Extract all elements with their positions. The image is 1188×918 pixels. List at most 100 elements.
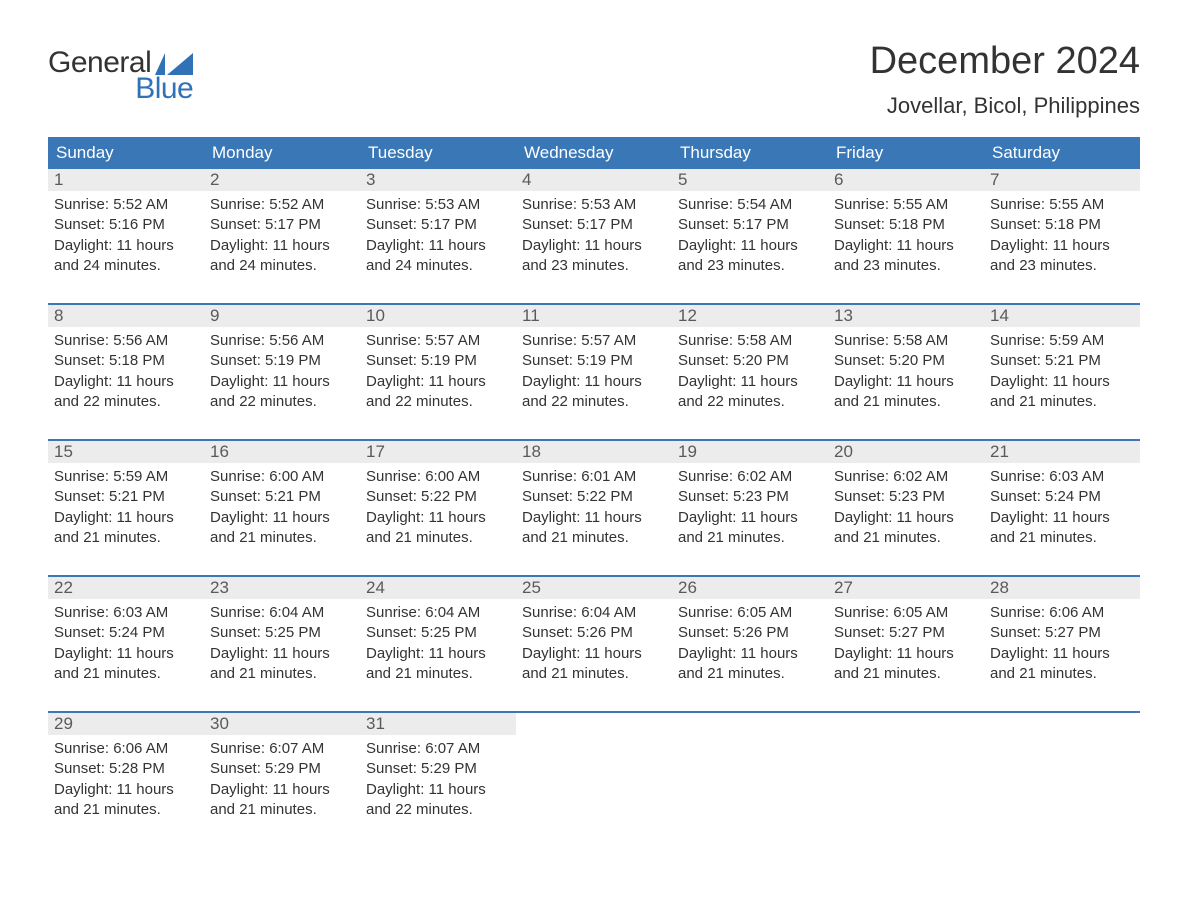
daylight-line: Daylight: 11 hours and 23 minutes. xyxy=(522,236,666,277)
sunrise-line: Sunrise: 6:00 AM xyxy=(210,467,354,487)
daylight-line: Daylight: 11 hours and 23 minutes. xyxy=(990,236,1134,277)
sunset-line: Sunset: 5:21 PM xyxy=(990,351,1134,371)
day-body: Sunrise: 6:07 AMSunset: 5:29 PMDaylight:… xyxy=(360,735,516,828)
sunrise-line: Sunrise: 5:57 AM xyxy=(522,331,666,351)
calendar-day-cell: 13Sunrise: 5:58 AMSunset: 5:20 PMDayligh… xyxy=(828,305,984,425)
day-body: Sunrise: 5:59 AMSunset: 5:21 PMDaylight:… xyxy=(984,327,1140,420)
weekday-header-cell: Monday xyxy=(204,137,360,169)
sunset-line: Sunset: 5:27 PM xyxy=(834,623,978,643)
day-body: Sunrise: 6:01 AMSunset: 5:22 PMDaylight:… xyxy=(516,463,672,556)
calendar-day-cell xyxy=(984,713,1140,833)
calendar-day-cell: 30Sunrise: 6:07 AMSunset: 5:29 PMDayligh… xyxy=(204,713,360,833)
calendar-day-cell: 23Sunrise: 6:04 AMSunset: 5:25 PMDayligh… xyxy=(204,577,360,697)
day-number: 28 xyxy=(984,577,1140,599)
day-number: 14 xyxy=(984,305,1140,327)
sunrise-line: Sunrise: 5:55 AM xyxy=(990,195,1134,215)
daylight-line: Daylight: 11 hours and 22 minutes. xyxy=(678,372,822,413)
daylight-line: Daylight: 11 hours and 21 minutes. xyxy=(522,508,666,549)
daylight-line: Daylight: 11 hours and 21 minutes. xyxy=(366,508,510,549)
sunrise-line: Sunrise: 5:59 AM xyxy=(54,467,198,487)
sunset-line: Sunset: 5:17 PM xyxy=(210,215,354,235)
day-number: 19 xyxy=(672,441,828,463)
calendar-day-cell: 22Sunrise: 6:03 AMSunset: 5:24 PMDayligh… xyxy=(48,577,204,697)
calendar-day-cell: 19Sunrise: 6:02 AMSunset: 5:23 PMDayligh… xyxy=(672,441,828,561)
day-number: 22 xyxy=(48,577,204,599)
page-header: General Blue December 2024 Jovellar, Bic… xyxy=(48,40,1140,119)
calendar-week-row: 29Sunrise: 6:06 AMSunset: 5:28 PMDayligh… xyxy=(48,711,1140,833)
calendar-week-row: 8Sunrise: 5:56 AMSunset: 5:18 PMDaylight… xyxy=(48,303,1140,425)
day-body: Sunrise: 5:52 AMSunset: 5:16 PMDaylight:… xyxy=(48,191,204,284)
sunset-line: Sunset: 5:28 PM xyxy=(54,759,198,779)
sunset-line: Sunset: 5:22 PM xyxy=(366,487,510,507)
sunset-line: Sunset: 5:24 PM xyxy=(54,623,198,643)
daylight-line: Daylight: 11 hours and 21 minutes. xyxy=(210,780,354,821)
calendar-day-cell: 20Sunrise: 6:02 AMSunset: 5:23 PMDayligh… xyxy=(828,441,984,561)
weekday-header-cell: Thursday xyxy=(672,137,828,169)
day-body: Sunrise: 5:52 AMSunset: 5:17 PMDaylight:… xyxy=(204,191,360,284)
day-body: Sunrise: 6:07 AMSunset: 5:29 PMDaylight:… xyxy=(204,735,360,828)
day-number: 4 xyxy=(516,169,672,191)
day-number: 7 xyxy=(984,169,1140,191)
calendar-day-cell: 24Sunrise: 6:04 AMSunset: 5:25 PMDayligh… xyxy=(360,577,516,697)
calendar-day-cell: 4Sunrise: 5:53 AMSunset: 5:17 PMDaylight… xyxy=(516,169,672,289)
day-body: Sunrise: 6:04 AMSunset: 5:25 PMDaylight:… xyxy=(204,599,360,692)
sunrise-line: Sunrise: 5:57 AM xyxy=(366,331,510,351)
day-number: 9 xyxy=(204,305,360,327)
title-block: December 2024 Jovellar, Bicol, Philippin… xyxy=(870,40,1140,119)
sunrise-line: Sunrise: 5:52 AM xyxy=(54,195,198,215)
sunset-line: Sunset: 5:19 PM xyxy=(366,351,510,371)
sunset-line: Sunset: 5:22 PM xyxy=(522,487,666,507)
daylight-line: Daylight: 11 hours and 22 minutes. xyxy=(366,372,510,413)
weekday-header-row: SundayMondayTuesdayWednesdayThursdayFrid… xyxy=(48,137,1140,169)
sunset-line: Sunset: 5:19 PM xyxy=(522,351,666,371)
day-body: Sunrise: 6:03 AMSunset: 5:24 PMDaylight:… xyxy=(48,599,204,692)
sunrise-line: Sunrise: 5:56 AM xyxy=(54,331,198,351)
calendar-day-cell: 31Sunrise: 6:07 AMSunset: 5:29 PMDayligh… xyxy=(360,713,516,833)
daylight-line: Daylight: 11 hours and 21 minutes. xyxy=(54,644,198,685)
day-number: 6 xyxy=(828,169,984,191)
daylight-line: Daylight: 11 hours and 24 minutes. xyxy=(54,236,198,277)
month-title: December 2024 xyxy=(870,40,1140,83)
calendar-week-row: 1Sunrise: 5:52 AMSunset: 5:16 PMDaylight… xyxy=(48,169,1140,289)
sunrise-line: Sunrise: 6:07 AM xyxy=(366,739,510,759)
sunset-line: Sunset: 5:21 PM xyxy=(54,487,198,507)
calendar-day-cell: 10Sunrise: 5:57 AMSunset: 5:19 PMDayligh… xyxy=(360,305,516,425)
sunrise-line: Sunrise: 6:00 AM xyxy=(366,467,510,487)
calendar-day-cell xyxy=(672,713,828,833)
sunrise-line: Sunrise: 5:58 AM xyxy=(834,331,978,351)
day-body: Sunrise: 6:05 AMSunset: 5:27 PMDaylight:… xyxy=(828,599,984,692)
daylight-line: Daylight: 11 hours and 21 minutes. xyxy=(366,644,510,685)
day-number: 1 xyxy=(48,169,204,191)
daylight-line: Daylight: 11 hours and 22 minutes. xyxy=(522,372,666,413)
sunrise-line: Sunrise: 5:53 AM xyxy=(522,195,666,215)
sunset-line: Sunset: 5:21 PM xyxy=(210,487,354,507)
sunrise-line: Sunrise: 5:54 AM xyxy=(678,195,822,215)
calendar-day-cell: 25Sunrise: 6:04 AMSunset: 5:26 PMDayligh… xyxy=(516,577,672,697)
sunset-line: Sunset: 5:27 PM xyxy=(990,623,1134,643)
daylight-line: Daylight: 11 hours and 21 minutes. xyxy=(54,780,198,821)
sunset-line: Sunset: 5:26 PM xyxy=(522,623,666,643)
calendar-week-row: 22Sunrise: 6:03 AMSunset: 5:24 PMDayligh… xyxy=(48,575,1140,697)
day-number: 3 xyxy=(360,169,516,191)
calendar-day-cell: 26Sunrise: 6:05 AMSunset: 5:26 PMDayligh… xyxy=(672,577,828,697)
sunset-line: Sunset: 5:25 PM xyxy=(210,623,354,643)
daylight-line: Daylight: 11 hours and 24 minutes. xyxy=(210,236,354,277)
sunrise-line: Sunrise: 6:03 AM xyxy=(990,467,1134,487)
weekday-header-cell: Friday xyxy=(828,137,984,169)
sunrise-line: Sunrise: 6:07 AM xyxy=(210,739,354,759)
daylight-line: Daylight: 11 hours and 24 minutes. xyxy=(366,236,510,277)
calendar-day-cell: 18Sunrise: 6:01 AMSunset: 5:22 PMDayligh… xyxy=(516,441,672,561)
sunset-line: Sunset: 5:20 PM xyxy=(678,351,822,371)
day-number: 12 xyxy=(672,305,828,327)
weekday-header-cell: Saturday xyxy=(984,137,1140,169)
day-body: Sunrise: 5:55 AMSunset: 5:18 PMDaylight:… xyxy=(984,191,1140,284)
sunset-line: Sunset: 5:17 PM xyxy=(678,215,822,235)
day-number: 20 xyxy=(828,441,984,463)
sunrise-line: Sunrise: 5:59 AM xyxy=(990,331,1134,351)
daylight-line: Daylight: 11 hours and 21 minutes. xyxy=(522,644,666,685)
calendar-day-cell: 17Sunrise: 6:00 AMSunset: 5:22 PMDayligh… xyxy=(360,441,516,561)
calendar-day-cell: 1Sunrise: 5:52 AMSunset: 5:16 PMDaylight… xyxy=(48,169,204,289)
calendar-day-cell: 3Sunrise: 5:53 AMSunset: 5:17 PMDaylight… xyxy=(360,169,516,289)
day-body: Sunrise: 6:04 AMSunset: 5:25 PMDaylight:… xyxy=(360,599,516,692)
calendar-day-cell: 7Sunrise: 5:55 AMSunset: 5:18 PMDaylight… xyxy=(984,169,1140,289)
